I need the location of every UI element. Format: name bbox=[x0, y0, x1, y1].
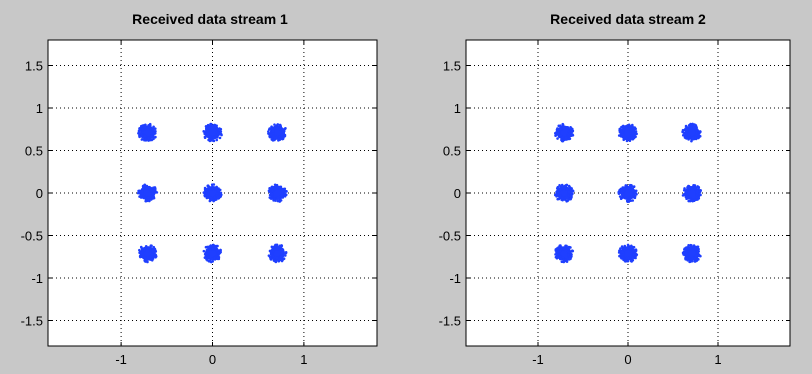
constellation-cluster bbox=[267, 123, 287, 142]
plot-title: Received data stream 1 bbox=[132, 11, 288, 27]
x-tick-label: -1 bbox=[532, 352, 544, 367]
scatter-points bbox=[136, 122, 288, 264]
constellation-cluster bbox=[138, 244, 158, 264]
constellation-cluster bbox=[681, 184, 702, 203]
constellation-cluster bbox=[681, 243, 702, 264]
x-tick-label: 0 bbox=[624, 352, 631, 367]
tick-labels: -1 0 1 1.5 1 0.5 0 -0.5 -1 -1.5 bbox=[21, 59, 308, 368]
y-tick-label: -1 bbox=[449, 271, 461, 286]
plot-received-data-stream-2: Received data stream 2 -1 0 11.510.50-0.5-… bbox=[439, 11, 791, 368]
y-tick-label: 0 bbox=[36, 186, 43, 201]
x-tick-label: 1 bbox=[714, 352, 721, 367]
y-tick-label: 0.5 bbox=[443, 144, 461, 159]
y-tick-label: -1.5 bbox=[439, 314, 461, 329]
y-tick-label: 1 bbox=[36, 101, 43, 116]
y-tick-label: 0.5 bbox=[25, 144, 43, 159]
x-tick-label: 0 bbox=[209, 352, 216, 367]
constellation-cluster bbox=[202, 183, 223, 203]
x-tick-label: 1 bbox=[300, 352, 307, 367]
y-tick-label: -0.5 bbox=[439, 229, 461, 244]
tick-marks bbox=[48, 40, 377, 346]
y-tick-label: 0 bbox=[454, 186, 461, 201]
y-tick-label: 1.5 bbox=[443, 59, 461, 74]
constellation-cluster bbox=[202, 243, 222, 264]
y-tick-label: -0.5 bbox=[21, 229, 43, 244]
constellation-cluster bbox=[554, 122, 575, 143]
constellation-cluster bbox=[137, 122, 157, 142]
constellation-cluster bbox=[202, 122, 223, 143]
constellation-cluster bbox=[617, 123, 638, 143]
y-tick-label: -1 bbox=[31, 271, 43, 286]
constellation-cluster bbox=[267, 183, 288, 203]
tick-marks bbox=[466, 40, 790, 346]
constellation-cluster bbox=[617, 183, 638, 203]
constellation-cluster bbox=[553, 183, 575, 203]
y-tick-label: 1.5 bbox=[25, 59, 43, 74]
constellation-cluster bbox=[617, 243, 639, 263]
tick-labels: -1 0 1 1.5 1 0.5 0 -0.5 -1 -1.5 bbox=[439, 59, 722, 368]
constellation-cluster bbox=[267, 243, 288, 264]
constellation-cluster bbox=[136, 183, 159, 203]
plot-title: Received data stream 2 bbox=[550, 11, 706, 27]
constellation-cluster bbox=[681, 122, 702, 143]
plot-received-data-stream-1: Received data stream 1 -1 0 11.510.50-0.5-… bbox=[21, 11, 378, 368]
y-tick-label: 1 bbox=[454, 101, 461, 116]
scatter-points bbox=[553, 122, 702, 264]
constellation-cluster bbox=[554, 244, 575, 264]
x-tick-label: -1 bbox=[115, 352, 127, 367]
y-tick-label: -1.5 bbox=[21, 314, 43, 329]
